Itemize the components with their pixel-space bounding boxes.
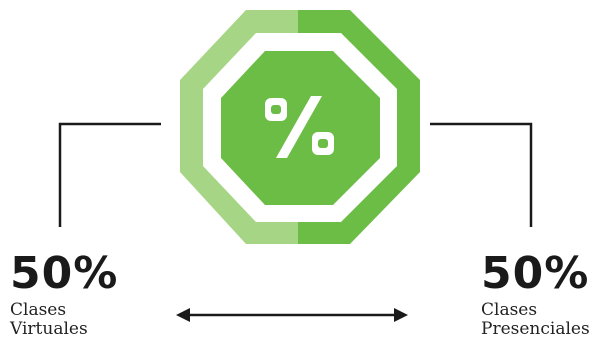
right-label-line2: Presenciales: [481, 319, 590, 339]
right-percent-value: 50%: [481, 248, 590, 299]
left-label: Clases Virtuales: [10, 301, 88, 339]
left-percent-value: 50%: [10, 248, 119, 299]
right-label-line1: Clases: [481, 300, 538, 320]
percent-icon: [265, 96, 334, 158]
percent-badge: [180, 10, 420, 244]
left-label-line2: Virtuales: [10, 319, 88, 339]
left-label-line1: Clases: [10, 300, 67, 320]
right-connector-line: [430, 122, 533, 227]
left-connector-line: [58, 122, 161, 227]
double-arrow-icon: [176, 308, 408, 322]
right-label: Clases Presenciales: [481, 301, 590, 339]
